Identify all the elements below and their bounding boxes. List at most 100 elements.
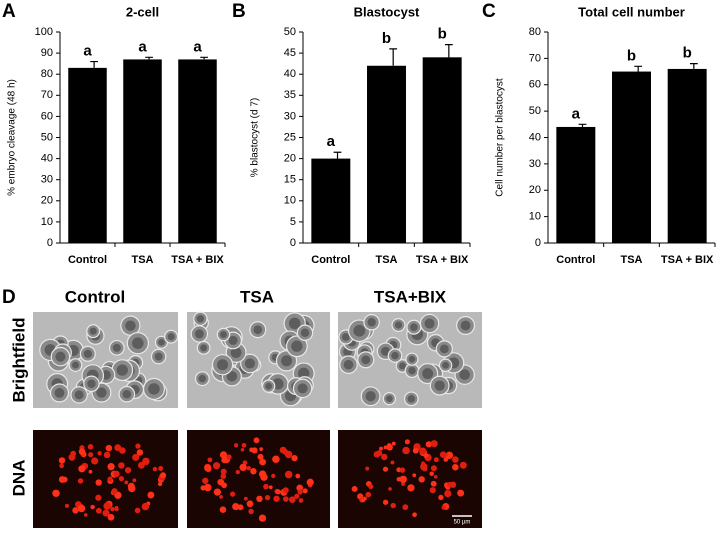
nucleus [202, 477, 209, 484]
row-label: DNA [9, 460, 28, 497]
nucleus [430, 465, 437, 472]
nucleus [382, 466, 389, 472]
nucleus [240, 447, 245, 452]
nucleus [396, 476, 402, 482]
nucleus [87, 444, 94, 450]
embryo-core [244, 358, 256, 369]
nucleus [95, 507, 102, 514]
embryo-core [367, 318, 376, 327]
nucleus [243, 496, 248, 501]
nucleus [83, 513, 88, 517]
nucleus [220, 453, 225, 459]
error-bar [200, 56, 208, 60]
nucleus [219, 494, 223, 499]
nucleus [226, 454, 232, 460]
nucleus [291, 454, 298, 462]
nucleus [61, 476, 68, 483]
nucleus [296, 484, 304, 492]
embryo-core [300, 328, 310, 337]
nucleus [294, 493, 300, 499]
nucleus [118, 475, 125, 482]
bar [68, 67, 107, 244]
embryo-core [132, 337, 144, 349]
y-tick-label: 20 [284, 153, 296, 165]
embryo-core [442, 361, 449, 369]
nucleus [388, 487, 392, 491]
nucleus [105, 444, 113, 452]
significance-letter: a [572, 105, 581, 122]
y-tick-label: 15 [284, 174, 296, 186]
nucleus [382, 499, 389, 505]
y-tick-label: 20 [529, 184, 541, 196]
nucleus [219, 506, 227, 513]
nucleus [407, 484, 415, 492]
nucleus [257, 453, 264, 460]
nucleus [418, 476, 425, 483]
nucleus [283, 496, 289, 502]
bar [667, 68, 707, 243]
nucleus [391, 441, 396, 446]
nucleus [230, 491, 236, 497]
y-tick-label: 100 [35, 26, 53, 38]
embryo-core [87, 379, 96, 388]
column-header: Control [65, 287, 125, 306]
nucleus [402, 446, 410, 455]
nucleus [128, 484, 136, 493]
row-label: Brightfield [9, 318, 28, 403]
nucleus [399, 467, 406, 473]
nucleus [246, 466, 251, 471]
nucleus [441, 505, 446, 510]
nucleus [446, 455, 450, 459]
panel-letter: B [232, 1, 246, 22]
nucleus [203, 483, 212, 492]
bar [123, 59, 162, 244]
y-tick-label: 10 [284, 195, 296, 207]
embryo-core [408, 355, 416, 363]
nucleus [420, 462, 428, 471]
nucleus [78, 448, 86, 455]
nucleus [390, 502, 396, 509]
nucleus [259, 458, 267, 466]
nucleus [438, 494, 444, 501]
nucleus [103, 451, 111, 459]
nucleus [88, 452, 94, 458]
nucleus [412, 512, 417, 518]
nucleus [200, 485, 206, 491]
bar [367, 65, 406, 243]
nucleus [152, 466, 158, 472]
embryo-core [196, 315, 205, 323]
y-tick-label: 25 [284, 131, 296, 143]
nucleus [213, 488, 222, 496]
y-axis-label: % embryo cleavage (48 h) [7, 79, 18, 196]
embryo-core [217, 359, 229, 371]
nucleus [246, 500, 254, 508]
embryo-core [74, 390, 84, 400]
y-tick-label: 10 [529, 211, 541, 223]
nucleus [52, 489, 60, 498]
nucleus [110, 506, 115, 512]
embryo-core [220, 331, 227, 338]
nucleus [360, 497, 366, 503]
nucleus [429, 487, 436, 494]
y-tick-label: 5 [290, 216, 296, 228]
nucleus [425, 441, 432, 448]
nucleus [220, 473, 227, 480]
nucleus [204, 464, 212, 472]
nucleus [365, 491, 372, 498]
error-bar [145, 56, 153, 60]
nucleus [459, 461, 467, 469]
significance-letter: b [382, 30, 391, 47]
nucleus [241, 442, 247, 448]
embryo-core [408, 366, 416, 375]
embryo-core [291, 340, 303, 352]
embryo-core [410, 323, 418, 332]
nucleus [97, 451, 102, 456]
nucleus [212, 462, 221, 470]
significance-letter: b [438, 26, 447, 43]
embryo-core [194, 329, 204, 339]
embryo-core [83, 349, 92, 358]
nucleus [379, 446, 383, 451]
nucleus [68, 453, 76, 461]
nucleus [95, 479, 102, 486]
